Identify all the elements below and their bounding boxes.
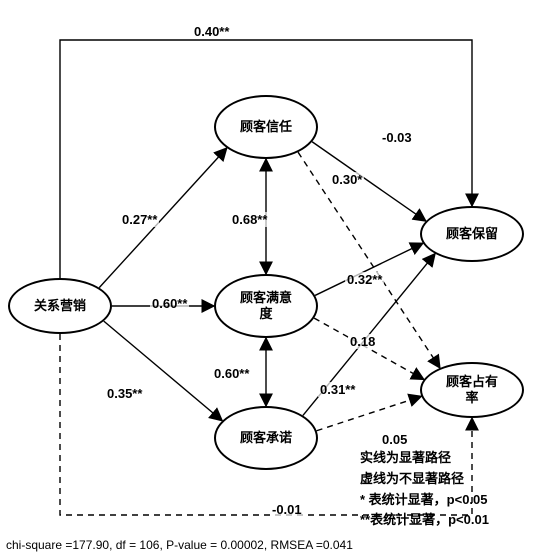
edge-rm-commit xyxy=(104,321,222,421)
edge-rm-trust xyxy=(99,148,226,288)
edge-label-trust-retain: 0.30* xyxy=(330,172,364,187)
edge-label-rm-share: -0.01 xyxy=(270,502,304,517)
edge-label-satisf-trust: 0.68** xyxy=(230,212,269,227)
legend: 实线为显著路径 虚线为不显著路径 * 表统计显著，p<0.05 **表统计显著，… xyxy=(360,448,489,531)
node-rm: 关系营销 xyxy=(8,278,112,334)
edge-label-satisf-commit: 0.60** xyxy=(212,366,251,381)
edge-label-rm-trust: 0.27** xyxy=(120,212,159,227)
edge-label-trust-share: -0.03 xyxy=(380,130,414,145)
node-commit: 顾客承诺 xyxy=(214,406,318,470)
fit-stats-footer: chi-square =177.90, df = 106, P-value = … xyxy=(6,538,353,552)
edge-label-commit-retain: 0.31** xyxy=(318,382,357,397)
node-retain: 顾客保留 xyxy=(420,206,524,262)
legend-line-1: 实线为显著路径 xyxy=(360,448,489,469)
node-satisf: 顾客满意度 xyxy=(214,274,318,338)
legend-line-4: **表统计显著，p<0.01 xyxy=(360,510,489,531)
node-trust: 顾客信任 xyxy=(214,95,318,159)
edge-commit-share xyxy=(317,396,422,430)
edge-label-rm-satisf: 0.60** xyxy=(150,296,189,311)
node-share: 顾客占有率 xyxy=(420,362,524,418)
legend-line-2: 虚线为不显著路径 xyxy=(360,469,489,490)
edge-label-commit-share: 0.05 xyxy=(380,432,409,447)
edge-label-satisf-retain: 0.32** xyxy=(345,272,384,287)
edge-label-satisf-share: 0.18 xyxy=(348,334,377,349)
edge-label-rm-commit: 0.35** xyxy=(105,386,144,401)
legend-line-3: * 表统计显著，p<0.05 xyxy=(360,490,489,511)
edge-label-rm-retain: 0.40** xyxy=(192,24,231,39)
diagram-canvas: 关系营销 顾客信任顾客满意度顾客承诺 顾客保留顾客占有率 0.27** 0.60** 0… xyxy=(0,0,552,555)
